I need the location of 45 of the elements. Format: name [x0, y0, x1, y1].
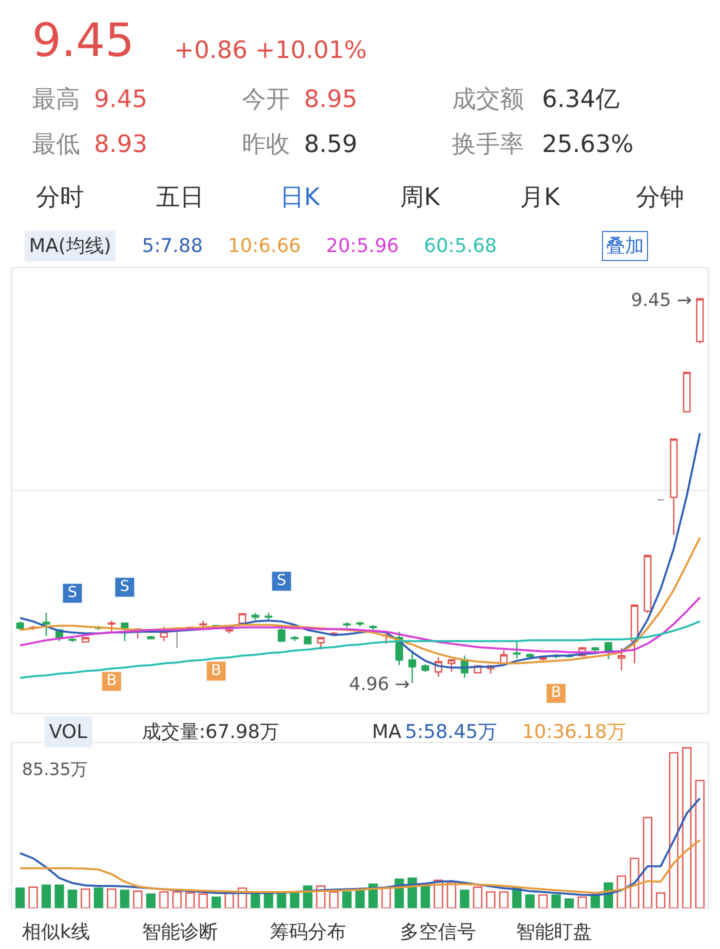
text: 分时 [36, 183, 84, 211]
series-label: B [106, 671, 117, 690]
chart-title: 9.45 [94, 85, 148, 113]
text: 9.45 [32, 13, 134, 67]
text: 8.59 [304, 130, 358, 158]
text: MA(均线) [29, 235, 112, 257]
chart-title: VOL [49, 721, 88, 743]
text: 智能诊断 [142, 921, 218, 943]
text: 最高 [32, 85, 80, 113]
text: 分钟 [636, 183, 684, 211]
chart-subtitle: +0.86 +10.01% [174, 36, 367, 64]
text: 智能盯盘 [516, 921, 592, 943]
text: 60:5.68 [424, 235, 497, 257]
text: 10:36.18万 [522, 721, 626, 743]
text: 20:5.96 [326, 235, 399, 257]
text: 6.34亿 [542, 85, 620, 113]
text: 5:7.88 [142, 235, 203, 257]
text: 筹码分布 [270, 921, 346, 943]
series-label: S [68, 582, 78, 601]
text: B [550, 683, 562, 702]
annotation: 4.96 → [349, 674, 410, 695]
annotation: 85.35万 [22, 760, 88, 780]
text: 成交量:67.98万 [142, 721, 279, 743]
text: 10:6.66 [228, 235, 301, 257]
text: B [211, 660, 222, 679]
text: MA [372, 721, 402, 743]
text: 叠加 [606, 235, 644, 257]
text: 日K [280, 183, 321, 211]
text: 五日 [156, 183, 204, 211]
text: 最低 [32, 130, 80, 158]
text: S [276, 570, 286, 589]
text: S [120, 576, 130, 595]
text: 昨收 [242, 130, 290, 158]
text: 换手率 [452, 130, 524, 158]
text: 25.63% [542, 130, 634, 158]
text: 月K [520, 183, 561, 211]
text: 今开 [242, 85, 290, 113]
text: 5:58.45万 [405, 721, 497, 743]
text: 周K [400, 183, 441, 211]
text: 成交额 [452, 85, 524, 113]
text: 多空信号 [400, 921, 476, 943]
text: 8.95 [304, 85, 358, 113]
annotation: 9.45 → [631, 290, 692, 311]
text: 8.93 [94, 130, 148, 158]
text: 相似k线 [22, 921, 90, 943]
